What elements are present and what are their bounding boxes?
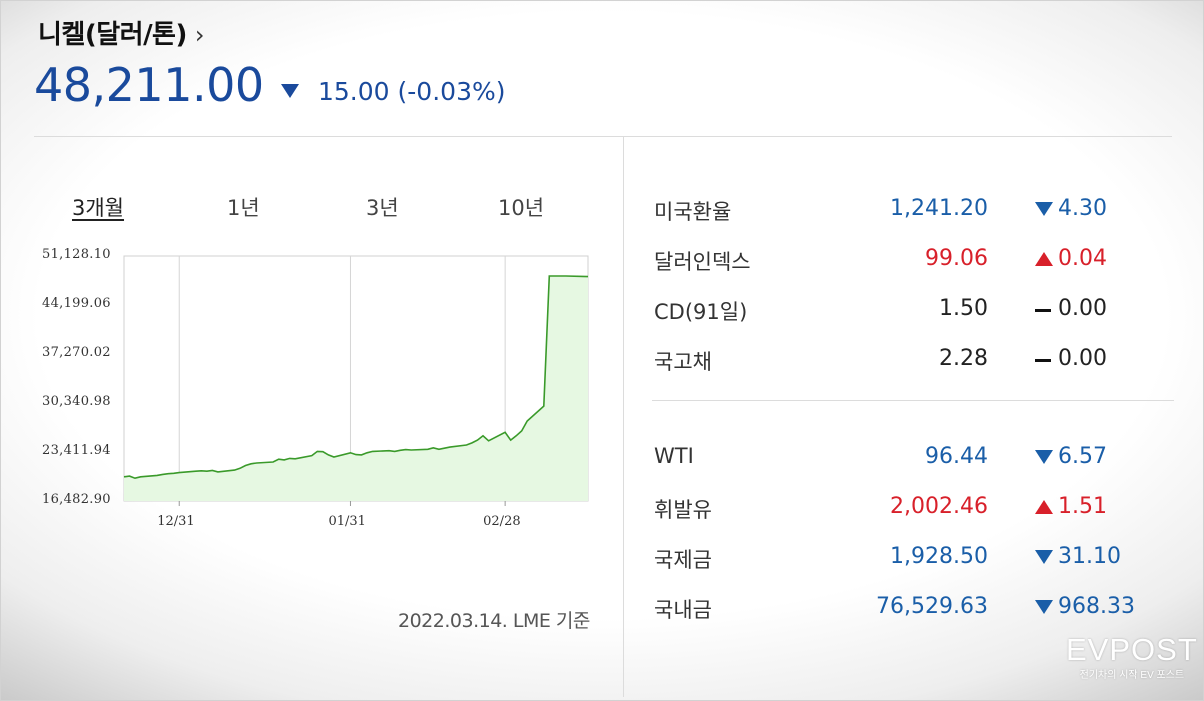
y-tick-label: 23,411.94 xyxy=(42,443,111,458)
y-tick-label: 37,270.02 xyxy=(42,345,111,360)
y-tick-label: 16,482.90 xyxy=(42,492,111,507)
rates-2-change: 0.00 xyxy=(1058,296,1107,321)
page-title[interactable]: 니켈(달러/톤) › xyxy=(38,14,204,51)
down-triangle-icon xyxy=(1035,202,1053,216)
change-percent: (-0.03%) xyxy=(397,77,506,106)
commodities-2-value: 1,928.50 xyxy=(890,544,988,569)
chart-area-fill xyxy=(124,276,588,501)
tab-10-years[interactable]: 10년 xyxy=(498,196,545,220)
down-triangle-icon xyxy=(1035,450,1053,464)
commodities-3-change: 968.33 xyxy=(1058,594,1135,619)
rates-0-name[interactable]: 미국환율 xyxy=(654,200,732,224)
commodities-0-value: 96.44 xyxy=(925,444,988,469)
x-tick-label: 01/31 xyxy=(328,514,366,529)
tab-3-years[interactable]: 3년 xyxy=(366,196,399,220)
down-triangle-icon xyxy=(1035,550,1053,564)
tab-3-months[interactable]: 3개월 xyxy=(72,196,125,220)
current-price: 48,211.00 xyxy=(34,58,264,112)
commodities-2-name[interactable]: 국제금 xyxy=(654,548,712,572)
chevron-right-icon: › xyxy=(194,21,205,49)
down-triangle-icon xyxy=(281,84,299,98)
table-divider xyxy=(652,400,1174,401)
column-divider xyxy=(623,137,624,697)
commodities-3-value: 76,529.63 xyxy=(876,594,988,619)
tab-1-year[interactable]: 1년 xyxy=(227,196,260,220)
commodities-0-change: 6.57 xyxy=(1058,444,1107,469)
rates-3-value: 2.28 xyxy=(939,346,988,371)
commodities-2-change: 31.10 xyxy=(1058,544,1121,569)
logo-tagline: 전기차의 시작 EV 포스트 xyxy=(1079,670,1185,681)
chart-price-line xyxy=(123,275,589,480)
logo-name: EVPOST xyxy=(1066,632,1198,667)
rates-1-change: 0.04 xyxy=(1058,246,1107,271)
up-triangle-icon xyxy=(1035,500,1053,514)
rates-3-change: 0.00 xyxy=(1058,346,1107,371)
y-tick-label: 30,340.98 xyxy=(42,394,111,409)
down-triangle-icon xyxy=(1035,600,1053,614)
commodities-3-name[interactable]: 국내금 xyxy=(654,598,712,622)
rates-2-name[interactable]: CD(91일) xyxy=(654,300,748,324)
watermark-logo: EVPOST 전기차의 시작 EV 포스트 xyxy=(1066,632,1198,681)
dash-icon xyxy=(1035,309,1051,312)
commodities-1-change: 1.51 xyxy=(1058,494,1107,519)
commodities-1-name[interactable]: 휘발유 xyxy=(654,498,712,522)
change-value: 15.00 xyxy=(318,77,390,106)
commodities-0-name[interactable]: WTI xyxy=(654,444,694,468)
up-triangle-icon xyxy=(1035,252,1053,266)
x-tick-label: 12/31 xyxy=(157,514,195,529)
rates-3-name[interactable]: 국고채 xyxy=(654,350,712,374)
title-text: 니켈(달러/톤) xyxy=(38,20,187,50)
y-tick-label: 44,199.06 xyxy=(42,296,111,311)
header-divider xyxy=(34,136,1172,137)
dash-icon xyxy=(1035,359,1051,362)
commodities-1-value: 2,002.46 xyxy=(890,494,988,519)
rates-0-value: 1,241.20 xyxy=(890,196,988,221)
price-change: 15.00 (-0.03%) xyxy=(318,77,505,106)
x-tick-label: 02/28 xyxy=(483,514,521,529)
rates-1-name[interactable]: 달러인덱스 xyxy=(654,250,751,274)
data-basis-note: 2022.03.14. LME 기준 xyxy=(398,610,590,632)
rates-2-value: 1.50 xyxy=(939,296,988,321)
y-tick-label: 51,128.10 xyxy=(42,247,111,262)
rates-1-value: 99.06 xyxy=(925,246,988,271)
rates-0-change: 4.30 xyxy=(1058,196,1107,221)
